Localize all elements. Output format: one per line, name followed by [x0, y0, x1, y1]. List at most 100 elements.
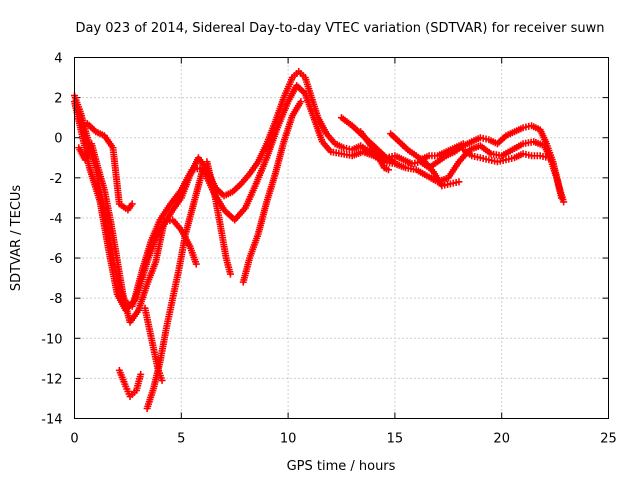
data-point	[384, 166, 392, 174]
data-point-trace	[85, 121, 98, 134]
data-point-trace	[449, 179, 460, 187]
y-tick-label: 2	[54, 92, 62, 107]
axes: 0 5 10 15 20 25 -14 -12 -10 -8 -6 -4 -2 0 2 4	[41, 52, 617, 447]
data-point-trace	[107, 220, 121, 262]
y-tick-label: -2	[50, 172, 63, 187]
data-point-trace	[504, 129, 516, 139]
data-point-trace	[144, 387, 157, 410]
data-point-trace	[114, 258, 127, 300]
data-point-trace	[144, 260, 159, 286]
x-tick-label: 15	[387, 432, 404, 447]
data-point-trace	[419, 153, 431, 163]
data-point-trace	[376, 147, 389, 160]
data-point-trace	[488, 156, 499, 165]
data-point-trace	[240, 256, 253, 284]
data-point-trace	[436, 153, 448, 164]
data-point-trace	[350, 143, 363, 153]
data-point-trace	[522, 138, 535, 147]
data-point-trace	[127, 308, 141, 324]
data-point-trace	[223, 256, 234, 276]
data-point-trace	[333, 141, 345, 151]
data-point-trace	[532, 139, 546, 149]
data-point-trace	[425, 173, 439, 185]
data-point-trace	[182, 200, 198, 236]
data-point-trace	[109, 146, 123, 206]
data-point-trace	[320, 140, 333, 154]
x-tick-label: 0	[70, 432, 78, 447]
data-point-trace	[125, 202, 135, 212]
x-tick-label: 10	[280, 432, 297, 447]
data-point-trace	[135, 260, 150, 292]
data-point-trace	[393, 161, 407, 171]
series-track-12	[387, 130, 463, 190]
data-point-trace	[339, 115, 354, 128]
data-point-trace	[444, 145, 457, 155]
data-point-trace	[359, 143, 371, 154]
data-point-trace	[264, 120, 278, 146]
data-point-trace	[479, 154, 490, 163]
data-point-trace	[441, 181, 452, 189]
data-point	[560, 198, 568, 206]
data-point-trace	[71, 94, 84, 115]
data-point-trace	[297, 70, 307, 80]
x-tick-label: 20	[493, 432, 510, 447]
data-point-trace	[505, 154, 516, 163]
y-tick-label: -12	[41, 372, 62, 387]
data-point-trace	[86, 166, 103, 204]
data-point-trace	[511, 141, 525, 153]
data-point-trace	[101, 188, 114, 224]
data-point-trace	[253, 156, 270, 186]
data-point-trace	[406, 147, 418, 158]
data-point-trace	[423, 160, 436, 174]
data-point	[391, 158, 399, 166]
data-point	[199, 166, 207, 174]
data-point-trace	[500, 147, 514, 159]
data-point-trace	[294, 83, 307, 96]
data-point-trace	[203, 160, 217, 190]
data-point-trace	[471, 152, 481, 161]
series-track-2	[71, 68, 568, 310]
data-point-trace	[117, 201, 130, 212]
data-point-trace	[148, 337, 161, 370]
series-track-8	[203, 158, 234, 278]
data-point-trace	[522, 122, 533, 131]
data-point-trace	[461, 139, 474, 149]
data-point-trace	[470, 135, 482, 145]
data-point-trace	[156, 327, 170, 364]
data-point-trace	[263, 172, 279, 204]
data-point-trace	[291, 70, 301, 80]
data-point-trace	[101, 210, 117, 260]
data-point-trace	[302, 92, 317, 119]
data-point-trace	[247, 160, 261, 176]
series-track-13	[459, 146, 553, 166]
data-point-trace	[124, 300, 134, 309]
data-point	[545, 154, 553, 162]
series-track-4	[75, 140, 200, 326]
y-axis-label: SDTVAR / TECUs	[9, 185, 24, 292]
series-track-9	[239, 98, 305, 286]
data-point-trace	[383, 158, 396, 167]
data-point	[128, 200, 136, 208]
data-point-trace	[428, 152, 439, 160]
data-point-trace	[414, 167, 429, 179]
data-point-trace	[478, 143, 493, 156]
data-point	[137, 370, 145, 378]
data-point-trace	[402, 157, 414, 167]
data-point-trace	[513, 125, 525, 135]
x-tick-label: 5	[177, 432, 185, 447]
data-point-trace	[169, 266, 183, 300]
data-point	[192, 260, 200, 268]
data-point-trace	[281, 76, 295, 99]
data-point-trace	[232, 206, 248, 222]
data-point-trace	[495, 133, 508, 146]
x-axis-label: GPS time / hours	[287, 459, 396, 474]
chart-title: Day 023 of 2014, Sidereal Day-to-day VTE…	[75, 21, 604, 36]
y-tick-label: 4	[54, 52, 62, 67]
data-point-trace	[358, 130, 372, 146]
data-point-trace	[246, 232, 261, 260]
data-point-trace	[436, 149, 448, 159]
data-point-trace	[411, 158, 422, 167]
data-point-trace	[135, 282, 150, 312]
data-point-trace	[163, 217, 174, 225]
